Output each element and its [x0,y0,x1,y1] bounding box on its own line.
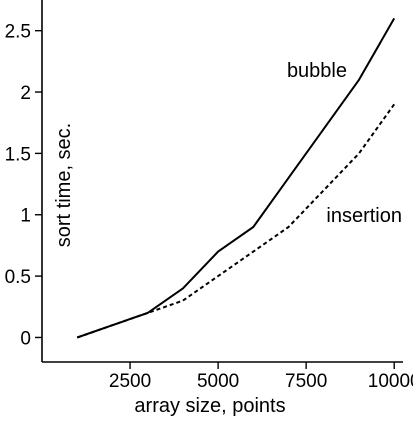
series-lines [76,17,396,339]
series-line-bubble [76,17,396,339]
y-axis-label: sort time, sec. [53,123,75,247]
series-label-bubble: bubble [287,60,347,82]
y-tick-label: 2 [20,83,31,104]
x-tick-label: 5000 [197,371,239,392]
y-tick-label: 1 [20,206,31,227]
y-tick-label: 1.5 [5,144,31,165]
y-tick-label: 0.5 [5,267,31,288]
axes [41,0,403,363]
x-tick-label: 10000 [368,371,413,392]
y-tick-label: 2.5 [5,22,31,43]
ticks: 0 0.5 1 1.5 2 2.5 2500 5000 7500 10000 [5,22,413,392]
y-tick-label: 0 [20,328,31,349]
x-tick-label: 2500 [109,371,151,392]
x-axis-label: array size, points [134,395,285,417]
x-tick-label: 7500 [285,371,327,392]
series-label-insertion: insertion [326,205,402,227]
series-labels: bubble insertion [287,60,402,227]
series-line-insertion [76,103,396,339]
